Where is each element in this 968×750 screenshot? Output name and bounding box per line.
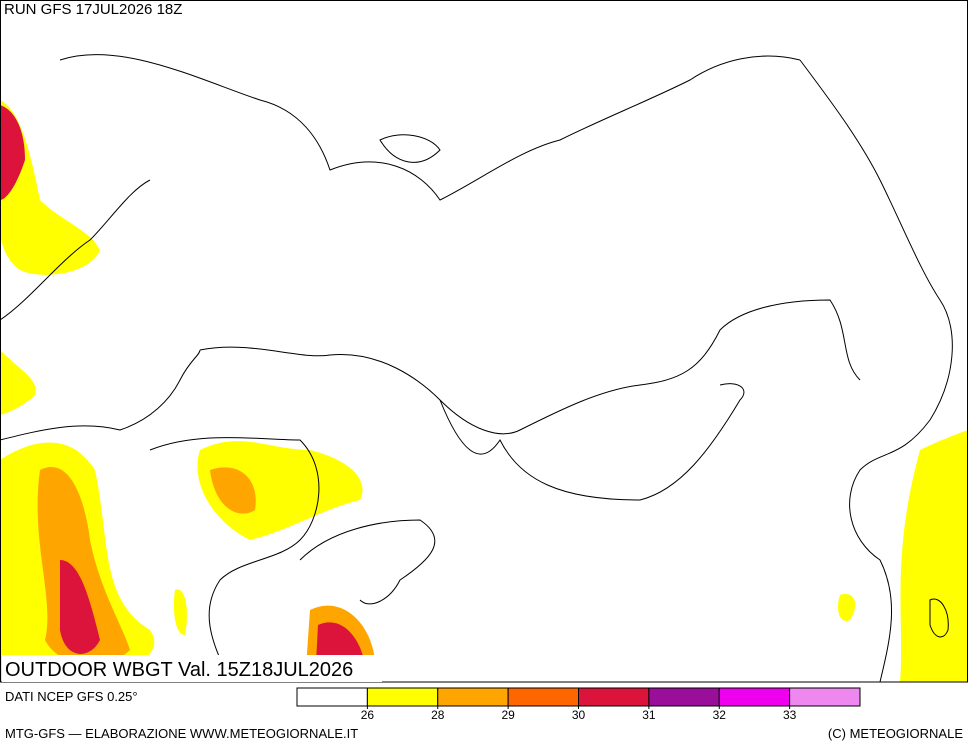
heat-area [900,430,968,682]
coastline [929,598,949,638]
credit-label: MTG-GFS — ELABORAZIONE WWW.METEOGIORNALE… [5,726,358,741]
coastline [59,54,801,201]
border [199,299,861,435]
legend-swatch [437,687,509,707]
legend-tick-label: 29 [501,708,515,722]
legend-swatch [296,687,368,707]
heat-area [173,589,187,635]
legend-tick-label: 31 [642,708,656,722]
source-label: DATI NCEP GFS 0.25° [5,689,138,704]
border [149,437,320,681]
heat-area [60,560,100,654]
legend-swatch [507,687,579,707]
legend-swatch [366,687,439,707]
legend-tick-label: 26 [361,708,375,722]
map-title: OUTDOOR WBGT Val. 15Z18JUL2026 [5,659,353,681]
heat-area [210,467,256,514]
border [0,349,201,441]
coastline [799,59,953,683]
map [0,0,968,683]
legend-swatch [789,687,861,707]
heat-area [0,105,25,200]
legend-swatch [648,687,720,707]
coastline [379,134,441,163]
heat-area [0,100,100,275]
legend-tick-label: 30 [572,708,586,722]
color-legend: 26 28 29 30 31 32 33 [296,687,861,722]
border [439,383,745,501]
legend-tick-label: 32 [713,708,727,722]
heat-area [838,594,856,621]
border [299,519,436,605]
legend-tick-label: 33 [783,708,797,722]
copyright-label: (C) METEOGIORNALE [828,726,963,741]
heat-area [197,441,363,540]
run-label: RUN GFS 17JUL2026 18Z [4,1,182,18]
border [0,179,151,321]
map-background [0,0,968,682]
title-background [2,655,382,682]
legend-swatch [718,687,791,707]
heat-area [0,350,36,415]
legend-tick-label: 28 [431,708,445,722]
legend-swatch [578,687,650,707]
